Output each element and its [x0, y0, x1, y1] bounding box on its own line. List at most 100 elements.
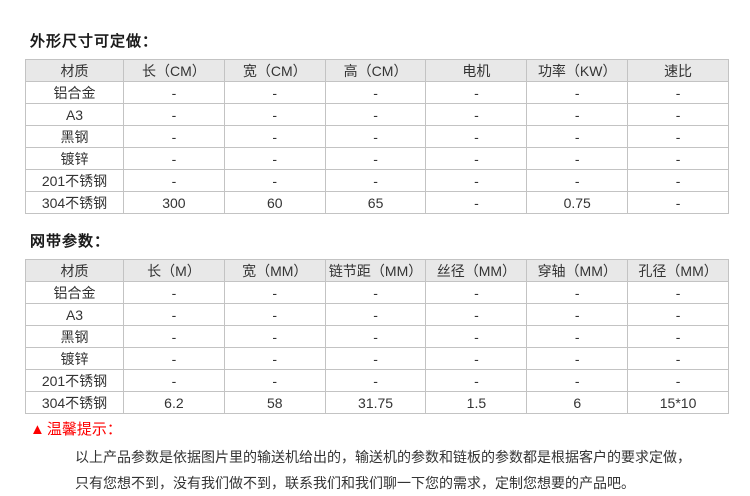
table-cell: -: [223, 103, 326, 126]
table-cell: -: [627, 347, 729, 370]
table-cell: -: [627, 81, 729, 104]
table-cell: -: [425, 191, 528, 214]
table-cell: 黑钢: [25, 325, 124, 348]
table-header-row: 材质 长（CM） 宽（CM） 高（CM） 电机 功率（KW） 速比: [25, 59, 729, 82]
table-cell: 黑钢: [25, 125, 124, 148]
table-cell: -: [324, 303, 427, 326]
table-cell: -: [324, 325, 427, 348]
table-cell: -: [324, 103, 427, 126]
table-cell: -: [123, 303, 225, 326]
table-cell: -: [223, 347, 326, 370]
header-cell: 链节距（MM）: [324, 259, 427, 282]
table-row: 铝合金 - - - - - -: [25, 281, 729, 304]
header-cell: 材质: [25, 259, 124, 282]
table-cell: -: [223, 369, 326, 392]
header-cell: 宽（MM）: [223, 259, 326, 282]
table-cell: 304不锈钢: [25, 391, 124, 414]
header-cell: 速比: [627, 59, 729, 82]
header-cell: 丝径（MM）: [425, 259, 528, 282]
table-row: 黑钢 - - - - - -: [25, 325, 729, 348]
table-cell: 1.5: [425, 391, 528, 414]
dimensions-table: 材质 长（CM） 宽（CM） 高（CM） 电机 功率（KW） 速比 铝合金 - - - - - - A3- -…: [25, 59, 729, 214]
header-cell: 长（M）: [123, 259, 225, 282]
table-cell: -: [425, 147, 528, 170]
table-cell: -: [425, 303, 528, 326]
table-cell: 15*10: [627, 391, 729, 414]
table-row: 镀锌 - - - - - -: [25, 147, 729, 170]
table-cell: -: [123, 147, 225, 170]
table-cell: 60: [223, 191, 326, 214]
table-cell: 58: [223, 391, 326, 414]
belt-params-section-title: 网带参数：: [30, 234, 111, 250]
warm-tip-label: 温馨提示：: [46, 421, 122, 438]
table-cell: -: [123, 169, 225, 192]
table-cell: -: [324, 169, 427, 192]
table-cell: -: [627, 169, 729, 192]
header-cell: 高（CM）: [324, 59, 427, 82]
table-cell: -: [425, 281, 528, 304]
table-row: 201不锈钢 - - - - - -: [25, 169, 729, 192]
table-cell: -: [324, 369, 427, 392]
notice-line: 只有您想不到，没有我们做不到，联系我们和我们聊一下您的需求，定制您想要的产品吧。: [75, 475, 635, 491]
header-cell: 电机: [425, 59, 528, 82]
table-cell: -: [324, 81, 427, 104]
table-cell: A3: [25, 303, 124, 326]
table-cell: -: [425, 103, 528, 126]
table-cell: 65: [324, 191, 427, 214]
warning-triangle-icon: ▲: [30, 421, 45, 438]
header-cell: 功率（KW）: [526, 59, 629, 82]
notice-paragraph: 以上产品参数是依据图片里的输送机给出的，输送机的参数和链板的参数都是根据客户的要…: [75, 444, 720, 496]
table-row: 镀锌 - - - - - -: [25, 347, 729, 370]
table-cell: -: [324, 281, 427, 304]
header-cell: 宽（CM）: [223, 59, 326, 82]
table-row: 黑钢 - - - - - -: [25, 125, 729, 148]
table-cell: 31.75: [324, 391, 427, 414]
table-cell: -: [627, 369, 729, 392]
table-row: 铝合金 - - - - - -: [25, 81, 729, 104]
table-cell: 304不锈钢: [25, 191, 124, 214]
table-cell: -: [223, 303, 326, 326]
dimensions-section-title: 外形尺寸可定做：: [30, 34, 159, 50]
notice-line: 以上产品参数是依据图片里的输送机给出的，输送机的参数和链板的参数都是根据客户的要…: [75, 449, 691, 465]
table-cell: -: [627, 325, 729, 348]
table-cell: 6: [526, 391, 629, 414]
table-cell: 镀锌: [25, 147, 124, 170]
table-cell: -: [123, 369, 225, 392]
table-cell: -: [526, 103, 629, 126]
table-cell: A3: [25, 103, 124, 126]
table-cell: 铝合金: [25, 281, 124, 304]
table-cell: -: [123, 81, 225, 104]
header-cell: 穿轴（MM）: [526, 259, 629, 282]
table-cell: -: [123, 325, 225, 348]
warm-tip-heading: ▲ 温馨提示：: [30, 420, 750, 439]
belt-params-table: 材质 长（M） 宽（MM） 链节距（MM） 丝径（MM） 穿轴（MM） 孔径（MM） 铝合金 -…: [25, 259, 729, 414]
table-cell: -: [627, 191, 729, 214]
table-header-row: 材质 长（M） 宽（MM） 链节距（MM） 丝径（MM） 穿轴（MM） 孔径（MM）: [25, 259, 729, 282]
table-cell: -: [627, 147, 729, 170]
table-cell: -: [223, 169, 326, 192]
table-cell: -: [223, 125, 326, 148]
table-cell: 0.75: [526, 191, 629, 214]
table-cell: -: [425, 125, 528, 148]
table-cell: -: [526, 303, 629, 326]
table-cell: -: [324, 125, 427, 148]
table-cell: -: [223, 281, 326, 304]
table-row: 304不锈钢 6.2 58 31.75 1.5 6 15*10: [25, 391, 729, 414]
table-cell: -: [627, 103, 729, 126]
table-cell: -: [425, 81, 528, 104]
table-row: A3- - - - - -: [25, 103, 729, 126]
table-cell: -: [627, 303, 729, 326]
table-row: 304不锈钢 300 60 65-0.75-: [25, 191, 729, 214]
table-cell: -: [526, 347, 629, 370]
table-cell: 6.2: [123, 391, 225, 414]
table-cell: -: [123, 125, 225, 148]
table-cell: -: [223, 325, 326, 348]
table-cell: 201不锈钢: [25, 369, 124, 392]
table-cell: -: [627, 281, 729, 304]
table-cell: -: [123, 347, 225, 370]
table-cell: 201不锈钢: [25, 169, 124, 192]
table-cell: -: [123, 103, 225, 126]
table-cell: -: [526, 369, 629, 392]
table-cell: -: [526, 281, 629, 304]
